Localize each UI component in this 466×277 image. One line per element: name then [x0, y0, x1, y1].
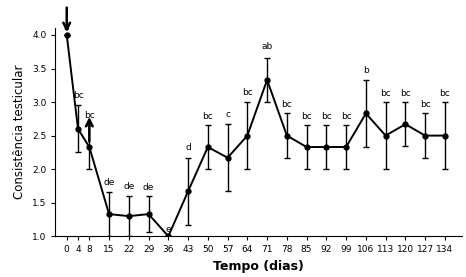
Text: bc: bc: [321, 112, 332, 121]
Text: bc: bc: [73, 91, 83, 100]
Text: de: de: [123, 182, 135, 191]
Text: c: c: [225, 110, 230, 119]
Text: de: de: [143, 183, 154, 192]
Text: bc: bc: [202, 112, 213, 121]
Text: bc: bc: [420, 101, 431, 109]
Text: e: e: [165, 225, 171, 234]
Text: bc: bc: [380, 89, 391, 98]
Text: d: d: [185, 143, 191, 152]
Text: bc: bc: [301, 112, 312, 121]
Text: bc: bc: [439, 89, 450, 98]
Text: bc: bc: [400, 89, 411, 98]
Text: bc: bc: [281, 101, 292, 109]
Y-axis label: Consistência testicular: Consistência testicular: [14, 65, 27, 199]
Text: a: a: [64, 23, 69, 32]
Text: bc: bc: [84, 111, 95, 119]
Text: ab: ab: [261, 42, 273, 51]
Text: bc: bc: [341, 112, 351, 121]
Text: de: de: [103, 178, 115, 187]
X-axis label: Tempo (dias): Tempo (dias): [213, 260, 304, 273]
Text: b: b: [363, 66, 369, 75]
Text: bc: bc: [242, 88, 253, 97]
